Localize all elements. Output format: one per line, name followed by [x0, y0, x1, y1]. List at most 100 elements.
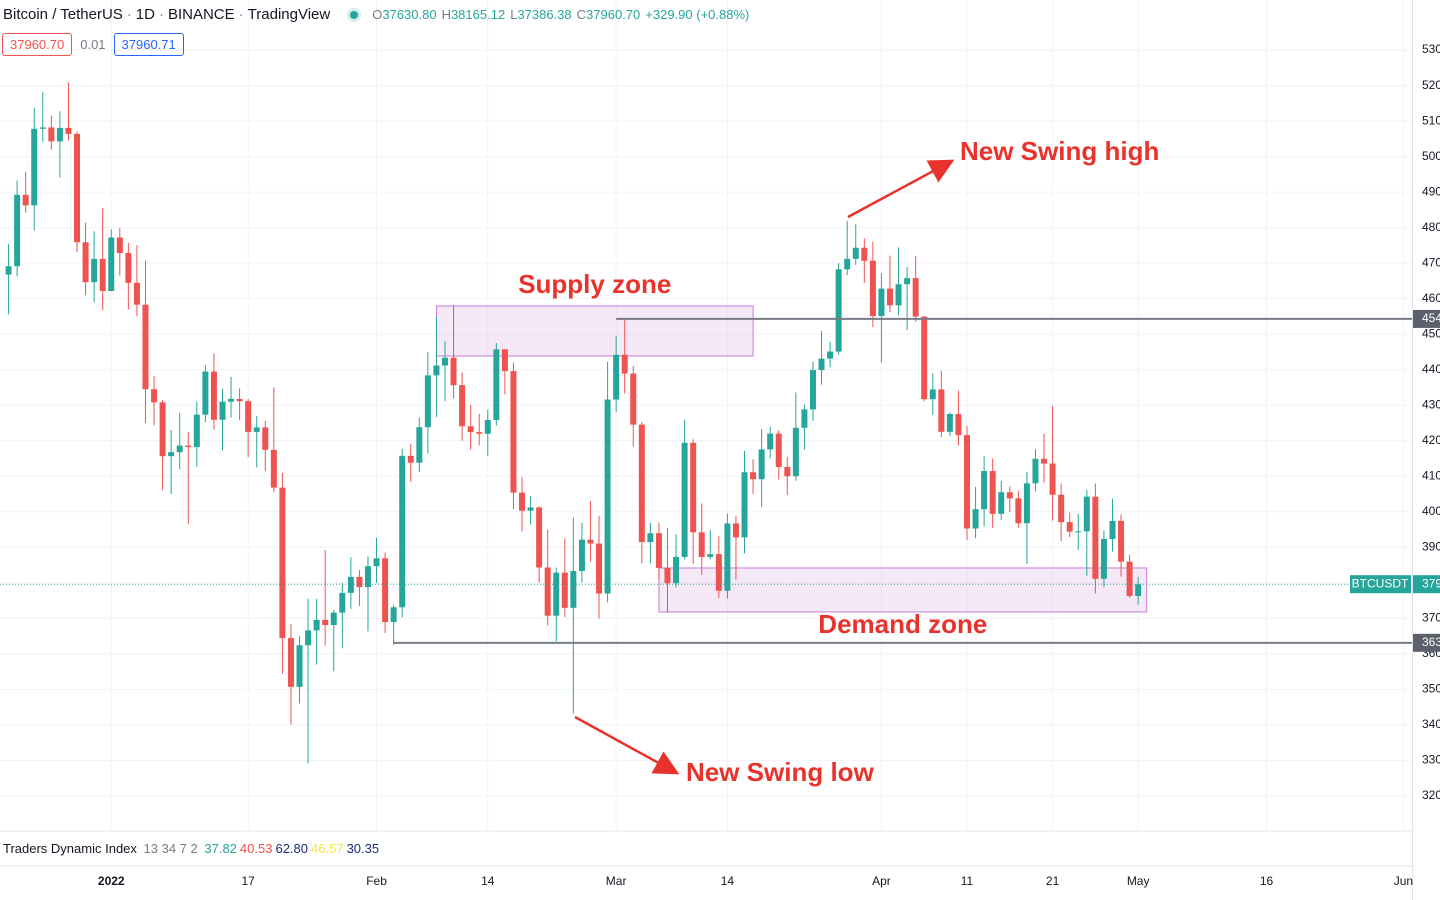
candle-body — [322, 619, 329, 626]
candle-body — [613, 354, 620, 400]
y-tick-label: 42000 — [1422, 433, 1440, 447]
x-tick-label: 17 — [241, 874, 255, 888]
candle-body — [373, 558, 380, 567]
sell-price[interactable]: 37960.70 — [2, 33, 73, 56]
ohlc-value: 37630.80 — [382, 7, 437, 22]
price-axis-label: 37960.70 — [1422, 576, 1440, 590]
candle-body — [921, 316, 928, 400]
y-tick-label: 52000 — [1422, 78, 1440, 92]
candle-body — [844, 258, 851, 270]
price-axis — [1413, 0, 1440, 900]
symbol: Bitcoin / TetherUS — [3, 6, 123, 23]
candle-body — [22, 194, 29, 206]
candle-body — [1135, 584, 1142, 596]
candle-body — [767, 433, 774, 450]
arrow — [574, 715, 680, 775]
indicator-legend: Traders Dynamic Index 13 34 7 2 37.82 40.… — [3, 841, 385, 856]
source: TradingView — [247, 6, 331, 23]
candle-body — [818, 358, 825, 371]
candle-body — [433, 365, 440, 376]
candle-body — [347, 576, 354, 593]
candle-body — [1032, 458, 1039, 484]
arrow — [847, 159, 955, 219]
candle-body — [955, 414, 962, 436]
indicator-value: 30.35 — [346, 841, 380, 856]
candle-body — [1058, 494, 1065, 523]
candle-body — [228, 398, 235, 402]
x-tick-label: 14 — [721, 874, 735, 888]
candle-body — [861, 247, 868, 261]
candle-body — [981, 471, 988, 510]
annotation: New Swing low — [686, 757, 875, 787]
y-tick-label: 34000 — [1422, 717, 1440, 731]
candle-body — [416, 427, 423, 463]
candle-body — [108, 237, 115, 291]
exchange: BINANCE — [167, 6, 235, 23]
candle-body — [1075, 531, 1082, 533]
candle-body — [587, 539, 594, 544]
candle-body — [407, 455, 414, 463]
candle-body — [202, 371, 209, 415]
candle-body — [459, 385, 466, 427]
level-axis-label: 36310 — [1422, 635, 1440, 649]
candle-body — [904, 278, 911, 285]
candle-body — [364, 566, 371, 588]
y-tick-label: 49000 — [1422, 184, 1440, 198]
candle-body — [151, 389, 158, 403]
candle-body — [142, 304, 149, 390]
candle-body — [792, 427, 799, 477]
candle-body — [775, 433, 782, 467]
levels: BTCUSDT — [0, 317, 1412, 644]
candle-body — [99, 258, 106, 291]
ohlc-value: 37386.38 — [517, 7, 572, 22]
candle-body — [210, 371, 217, 420]
candle-body — [219, 401, 226, 420]
candle-body — [356, 576, 363, 588]
level-axis-box — [1413, 309, 1440, 328]
candle-body — [929, 389, 936, 400]
candle-body — [707, 554, 714, 557]
candle-body — [536, 507, 543, 568]
ohlc-key: C — [576, 7, 587, 22]
indicator-value: 46.57 — [311, 841, 344, 856]
x-tick-label: 21 — [1046, 874, 1060, 888]
x-tick-label: 11 — [961, 874, 974, 888]
candle-body — [638, 424, 645, 543]
y-tick-label: 43000 — [1422, 397, 1440, 411]
candle-body — [1041, 458, 1048, 464]
candle-body — [39, 127, 46, 129]
y-tick-label: 40000 — [1422, 504, 1440, 518]
ohlc-value: 37960.70 — [586, 7, 641, 22]
candle-body — [732, 523, 739, 538]
candle-body — [31, 128, 38, 206]
y-tick-label: 37000 — [1422, 610, 1440, 624]
candle-body — [1049, 463, 1056, 495]
candle-body — [570, 571, 577, 608]
candle-body — [895, 284, 902, 306]
candle-body — [510, 371, 517, 493]
y-tick-label: 45000 — [1422, 326, 1440, 340]
candle-body — [673, 556, 680, 584]
candle-body — [998, 492, 1005, 514]
candle-body — [193, 414, 200, 448]
candle-body — [1126, 561, 1133, 596]
axes: 3200033000340003500036000370003800039000… — [98, 42, 1440, 888]
candle-body — [236, 398, 243, 402]
candle-body — [741, 472, 748, 538]
candle-body — [938, 389, 945, 432]
candle-body — [886, 288, 893, 306]
candle-body — [65, 127, 72, 134]
buy-price[interactable]: 37960.71 — [113, 33, 184, 56]
x-tick-label: 2022 — [98, 874, 125, 888]
candle-body — [262, 427, 269, 450]
candle-body — [48, 127, 55, 142]
price-line-tag — [1350, 575, 1411, 594]
candle-body — [989, 471, 996, 514]
y-tick-label: 44000 — [1422, 362, 1440, 376]
candle-body — [176, 445, 183, 453]
candle-body — [56, 127, 63, 142]
ohlc-key: O — [372, 7, 383, 22]
candle-body — [1109, 520, 1116, 539]
candle-body — [1023, 483, 1030, 524]
